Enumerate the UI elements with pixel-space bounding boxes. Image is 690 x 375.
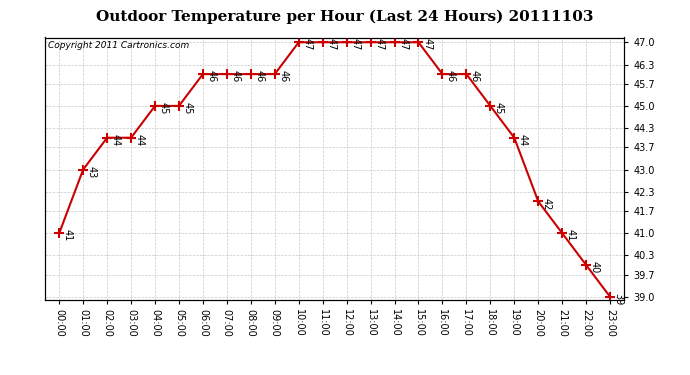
Text: 41: 41 bbox=[566, 230, 575, 242]
Text: 43: 43 bbox=[87, 166, 97, 178]
Text: 47: 47 bbox=[422, 39, 432, 51]
Text: 41: 41 bbox=[63, 230, 73, 242]
Text: 46: 46 bbox=[230, 70, 241, 82]
Text: 44: 44 bbox=[110, 134, 121, 146]
Text: 46: 46 bbox=[446, 70, 456, 82]
Text: 47: 47 bbox=[302, 39, 313, 51]
Text: 47: 47 bbox=[398, 39, 408, 51]
Text: 46: 46 bbox=[470, 70, 480, 82]
Text: 40: 40 bbox=[590, 261, 600, 273]
Text: 44: 44 bbox=[135, 134, 145, 146]
Text: 42: 42 bbox=[542, 198, 552, 210]
Text: 45: 45 bbox=[159, 102, 168, 114]
Text: Copyright 2011 Cartronics.com: Copyright 2011 Cartronics.com bbox=[48, 42, 189, 51]
Text: 46: 46 bbox=[278, 70, 288, 82]
Text: 47: 47 bbox=[351, 39, 360, 51]
Text: Outdoor Temperature per Hour (Last 24 Hours) 20111103: Outdoor Temperature per Hour (Last 24 Ho… bbox=[96, 9, 594, 24]
Text: 44: 44 bbox=[518, 134, 528, 146]
Text: 39: 39 bbox=[613, 293, 624, 305]
Text: 46: 46 bbox=[206, 70, 217, 82]
Text: 45: 45 bbox=[494, 102, 504, 114]
Text: 46: 46 bbox=[255, 70, 264, 82]
Text: 45: 45 bbox=[183, 102, 193, 114]
Text: 47: 47 bbox=[326, 39, 336, 51]
Text: 47: 47 bbox=[374, 39, 384, 51]
